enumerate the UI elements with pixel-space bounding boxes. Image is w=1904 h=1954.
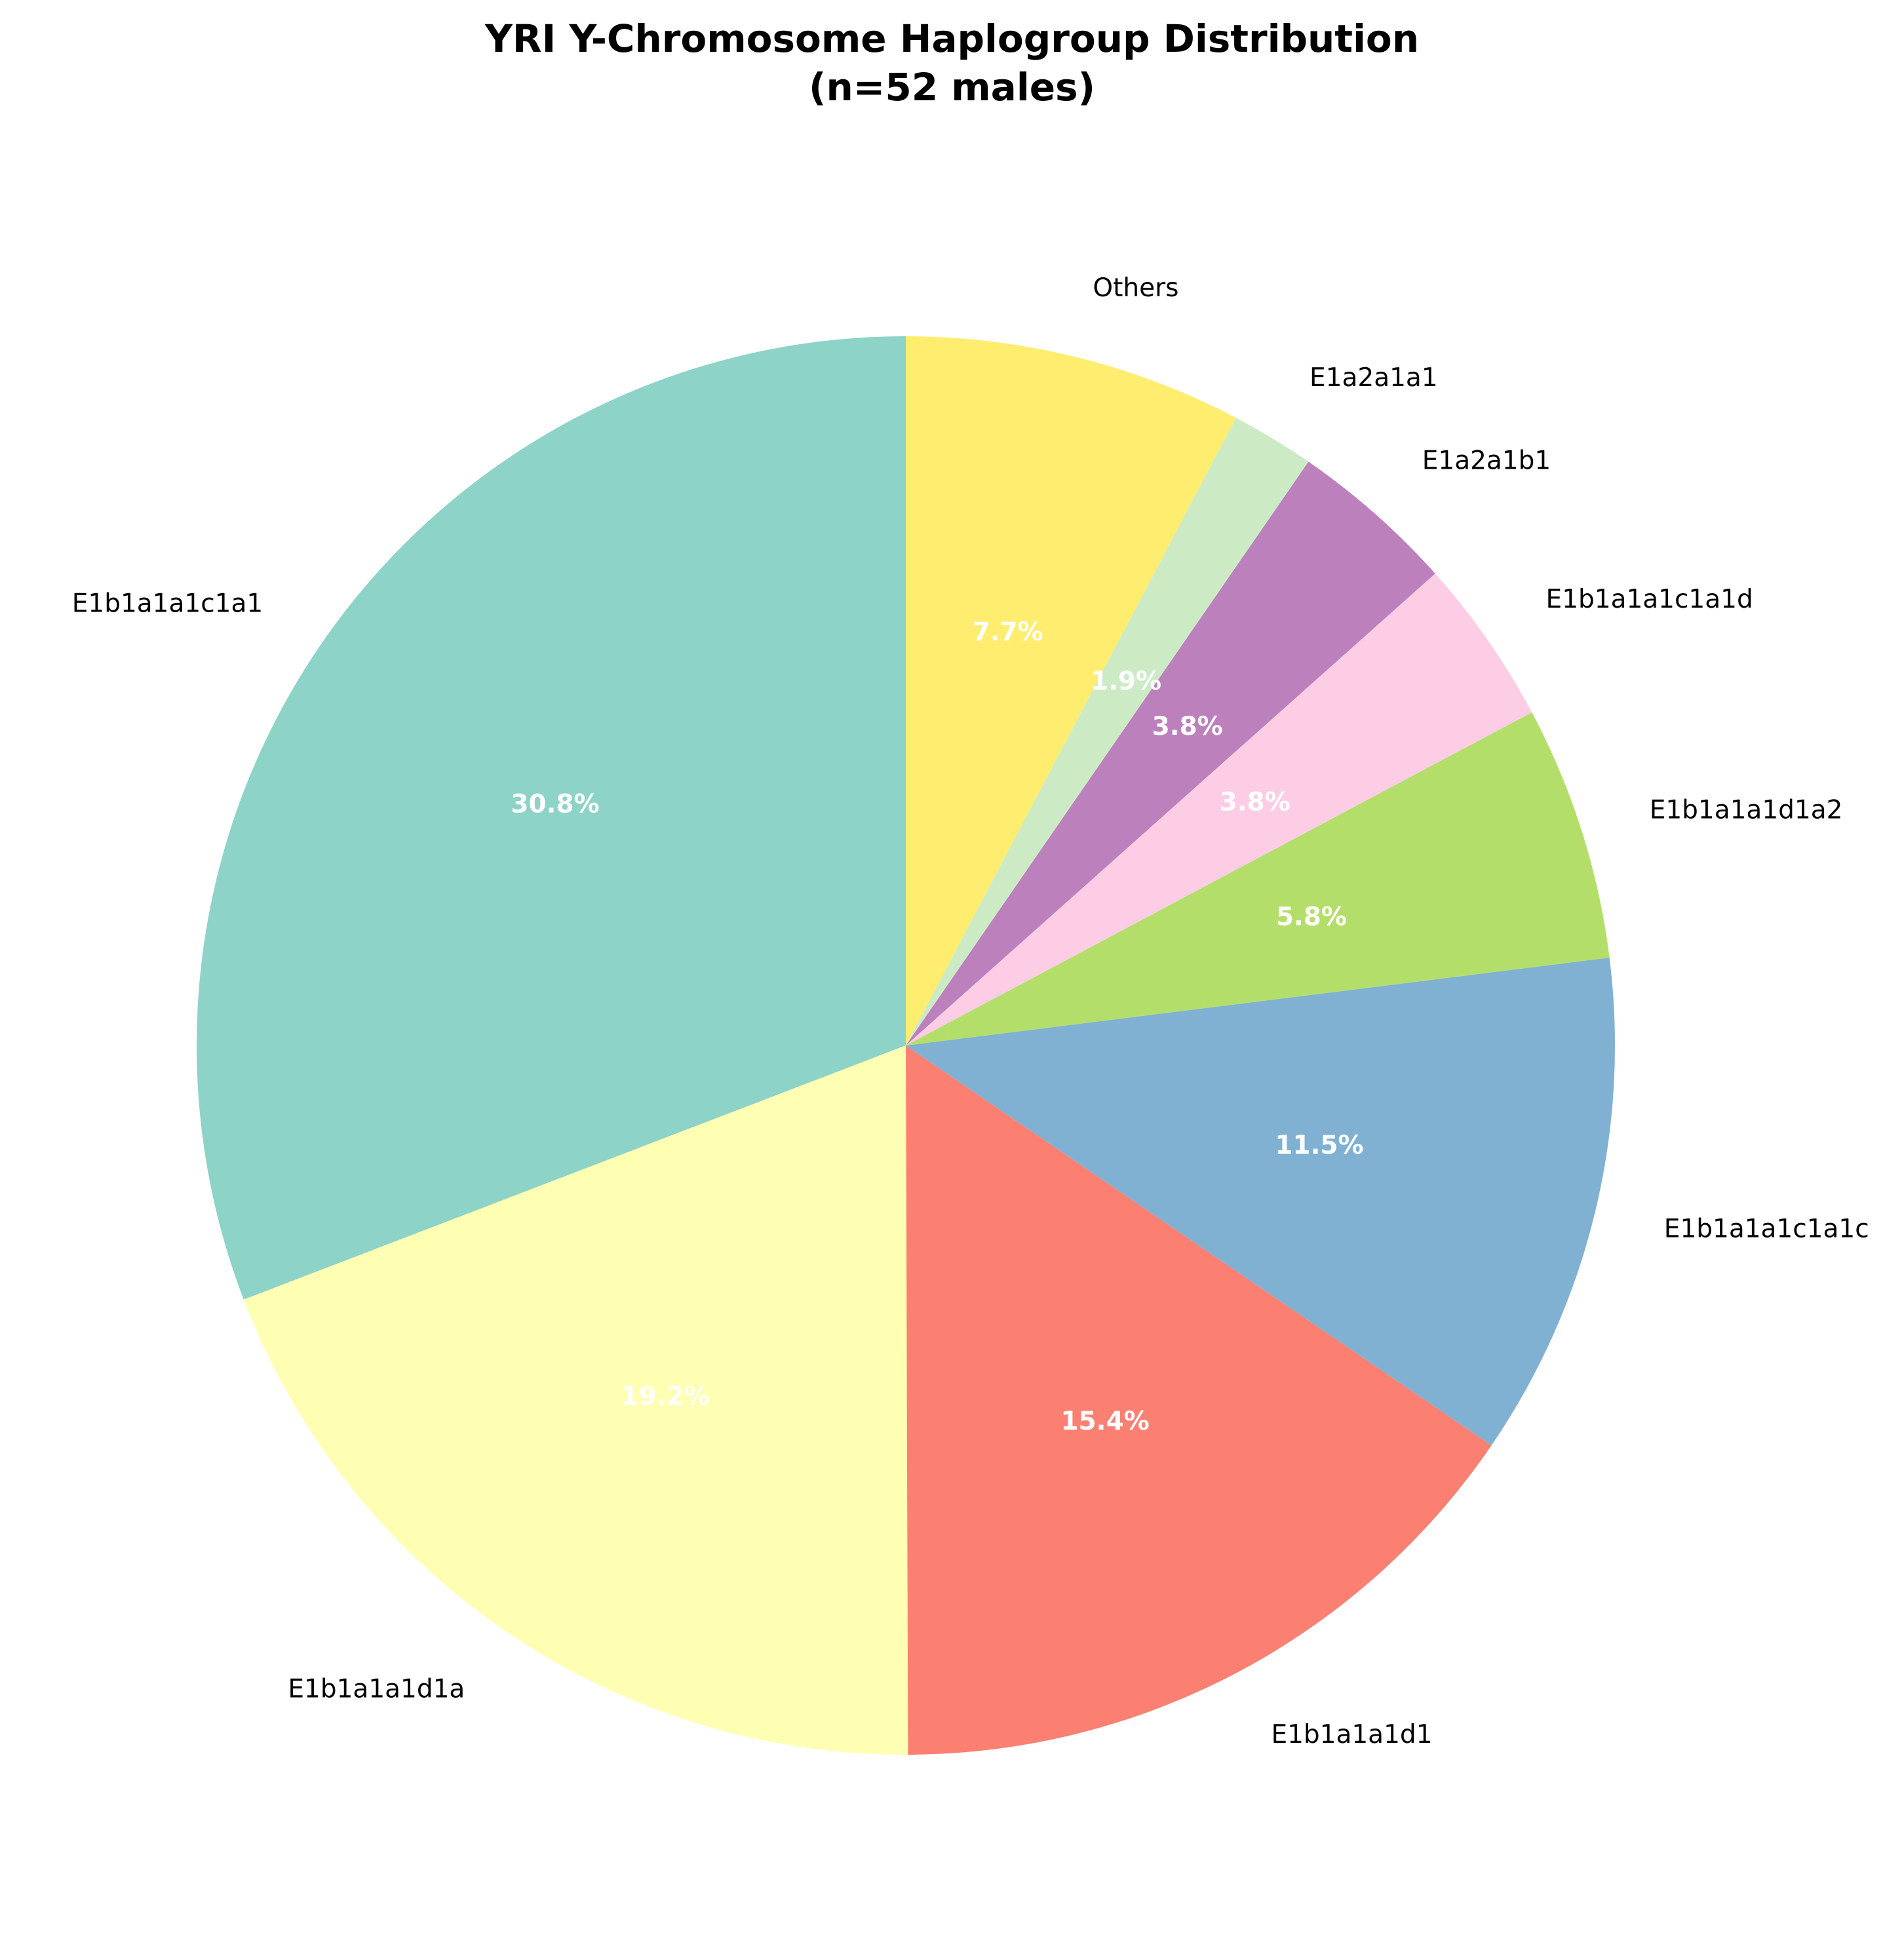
chart-title: YRI Y-Chromosome Haplogroup Distribution… bbox=[0, 14, 1904, 111]
pie-slice-others bbox=[906, 336, 1236, 1045]
pie-slice-e1b1a1a1d1 bbox=[906, 1045, 1492, 1755]
slice-label-e1a2a1b1: E1a2a1b1 bbox=[1422, 446, 1551, 475]
pct-label-e1b1a1a1d1: 15.4% bbox=[1060, 1407, 1149, 1436]
percentage-labels: 30.8% 19.2% 15.4% 11.5% 5.8% 3.8% 3.8% 1.9% 7.7% bbox=[511, 617, 1363, 1436]
pie-slice-e1b1a1a1c1a1c bbox=[906, 957, 1615, 1446]
pie-slice-e1b1a1a1c1a1d bbox=[906, 574, 1532, 1045]
slice-labels: E1b1a1a1c1a1 E1b1a1a1d1a E1b1a1a1d1 E1b1a1a… bbox=[72, 273, 1869, 1749]
pct-label-e1a2a1b1: 3.8% bbox=[1152, 712, 1223, 741]
pie-slice-e1a2a1b1 bbox=[906, 461, 1435, 1045]
slice-label-e1b1a1a1d1a2: E1b1a1a1d1a2 bbox=[1650, 795, 1843, 825]
chart-title-line: YRI Y-Chromosome Haplogroup Distribution bbox=[484, 16, 1420, 61]
pie-slice-e1b1a1a1d1a2 bbox=[906, 712, 1610, 1045]
slice-label-e1b1a1a1c1a1d: E1b1a1a1c1a1d bbox=[1546, 585, 1753, 614]
pct-label-e1b1a1a1c1a1: 30.8% bbox=[511, 790, 599, 819]
pct-label-e1b1a1a1d1a2: 5.8% bbox=[1276, 903, 1347, 932]
slice-label-e1b1a1a1d1a: E1b1a1a1d1a bbox=[288, 1674, 465, 1704]
pie-slice-e1b1a1a1c1a1 bbox=[196, 336, 906, 1300]
slice-label-e1b1a1a1c1a1c: E1b1a1a1c1a1c bbox=[1664, 1214, 1869, 1243]
slice-label-e1a2a1a1: E1a2a1a1 bbox=[1310, 363, 1438, 393]
slice-label-e1b1a1a1c1a1: E1b1a1a1c1a1 bbox=[72, 589, 263, 618]
pct-label-e1b1a1a1d1a: 19.2% bbox=[621, 1382, 709, 1411]
pct-label-e1b1a1a1c1a1d: 3.8% bbox=[1220, 787, 1291, 817]
chart-subtitle-line: (n=52 males) bbox=[808, 65, 1096, 109]
slice-label-others: Others bbox=[1093, 273, 1178, 303]
pie-slices bbox=[196, 336, 1615, 1755]
pct-label-e1b1a1a1c1a1c: 11.5% bbox=[1275, 1131, 1363, 1160]
pct-label-e1a2a1a1: 1.9% bbox=[1091, 667, 1161, 696]
pie-slice-e1a2a1a1 bbox=[906, 418, 1309, 1045]
pie-slice-e1b1a1a1d1a bbox=[243, 1045, 908, 1755]
slice-label-e1b1a1a1d1: E1b1a1a1d1 bbox=[1271, 1720, 1432, 1749]
pct-label-others: 7.7% bbox=[973, 617, 1043, 647]
